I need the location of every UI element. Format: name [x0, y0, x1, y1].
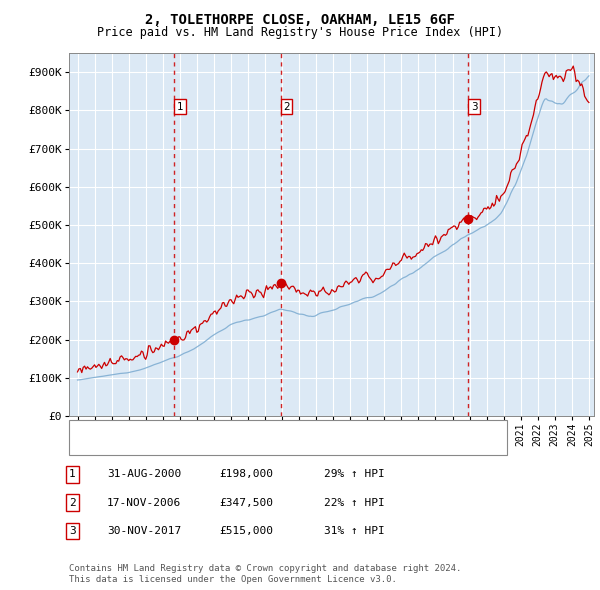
Text: 2: 2: [283, 101, 290, 112]
Text: 2: 2: [69, 498, 76, 507]
Text: 1: 1: [69, 470, 76, 479]
Text: Contains HM Land Registry data © Crown copyright and database right 2024.: Contains HM Land Registry data © Crown c…: [69, 565, 461, 573]
Text: 30-NOV-2017: 30-NOV-2017: [107, 526, 181, 536]
Text: 17-NOV-2006: 17-NOV-2006: [107, 498, 181, 507]
Text: 2, TOLETHORPE CLOSE, OAKHAM, LE15 6GF (detached house): 2, TOLETHORPE CLOSE, OAKHAM, LE15 6GF (d…: [108, 425, 445, 435]
Text: HPI: Average price, detached house, Rutland: HPI: Average price, detached house, Rutl…: [108, 441, 377, 451]
Text: Price paid vs. HM Land Registry's House Price Index (HPI): Price paid vs. HM Land Registry's House …: [97, 26, 503, 39]
Text: £347,500: £347,500: [219, 498, 273, 507]
Text: £198,000: £198,000: [219, 470, 273, 479]
Text: £515,000: £515,000: [219, 526, 273, 536]
Text: 22% ↑ HPI: 22% ↑ HPI: [324, 498, 385, 507]
Text: 3: 3: [471, 101, 478, 112]
Text: 1: 1: [176, 101, 184, 112]
Text: This data is licensed under the Open Government Licence v3.0.: This data is licensed under the Open Gov…: [69, 575, 397, 584]
Text: 31-AUG-2000: 31-AUG-2000: [107, 470, 181, 479]
Text: 2, TOLETHORPE CLOSE, OAKHAM, LE15 6GF: 2, TOLETHORPE CLOSE, OAKHAM, LE15 6GF: [145, 13, 455, 27]
Text: 31% ↑ HPI: 31% ↑ HPI: [324, 526, 385, 536]
Text: 3: 3: [69, 526, 76, 536]
Text: 29% ↑ HPI: 29% ↑ HPI: [324, 470, 385, 479]
